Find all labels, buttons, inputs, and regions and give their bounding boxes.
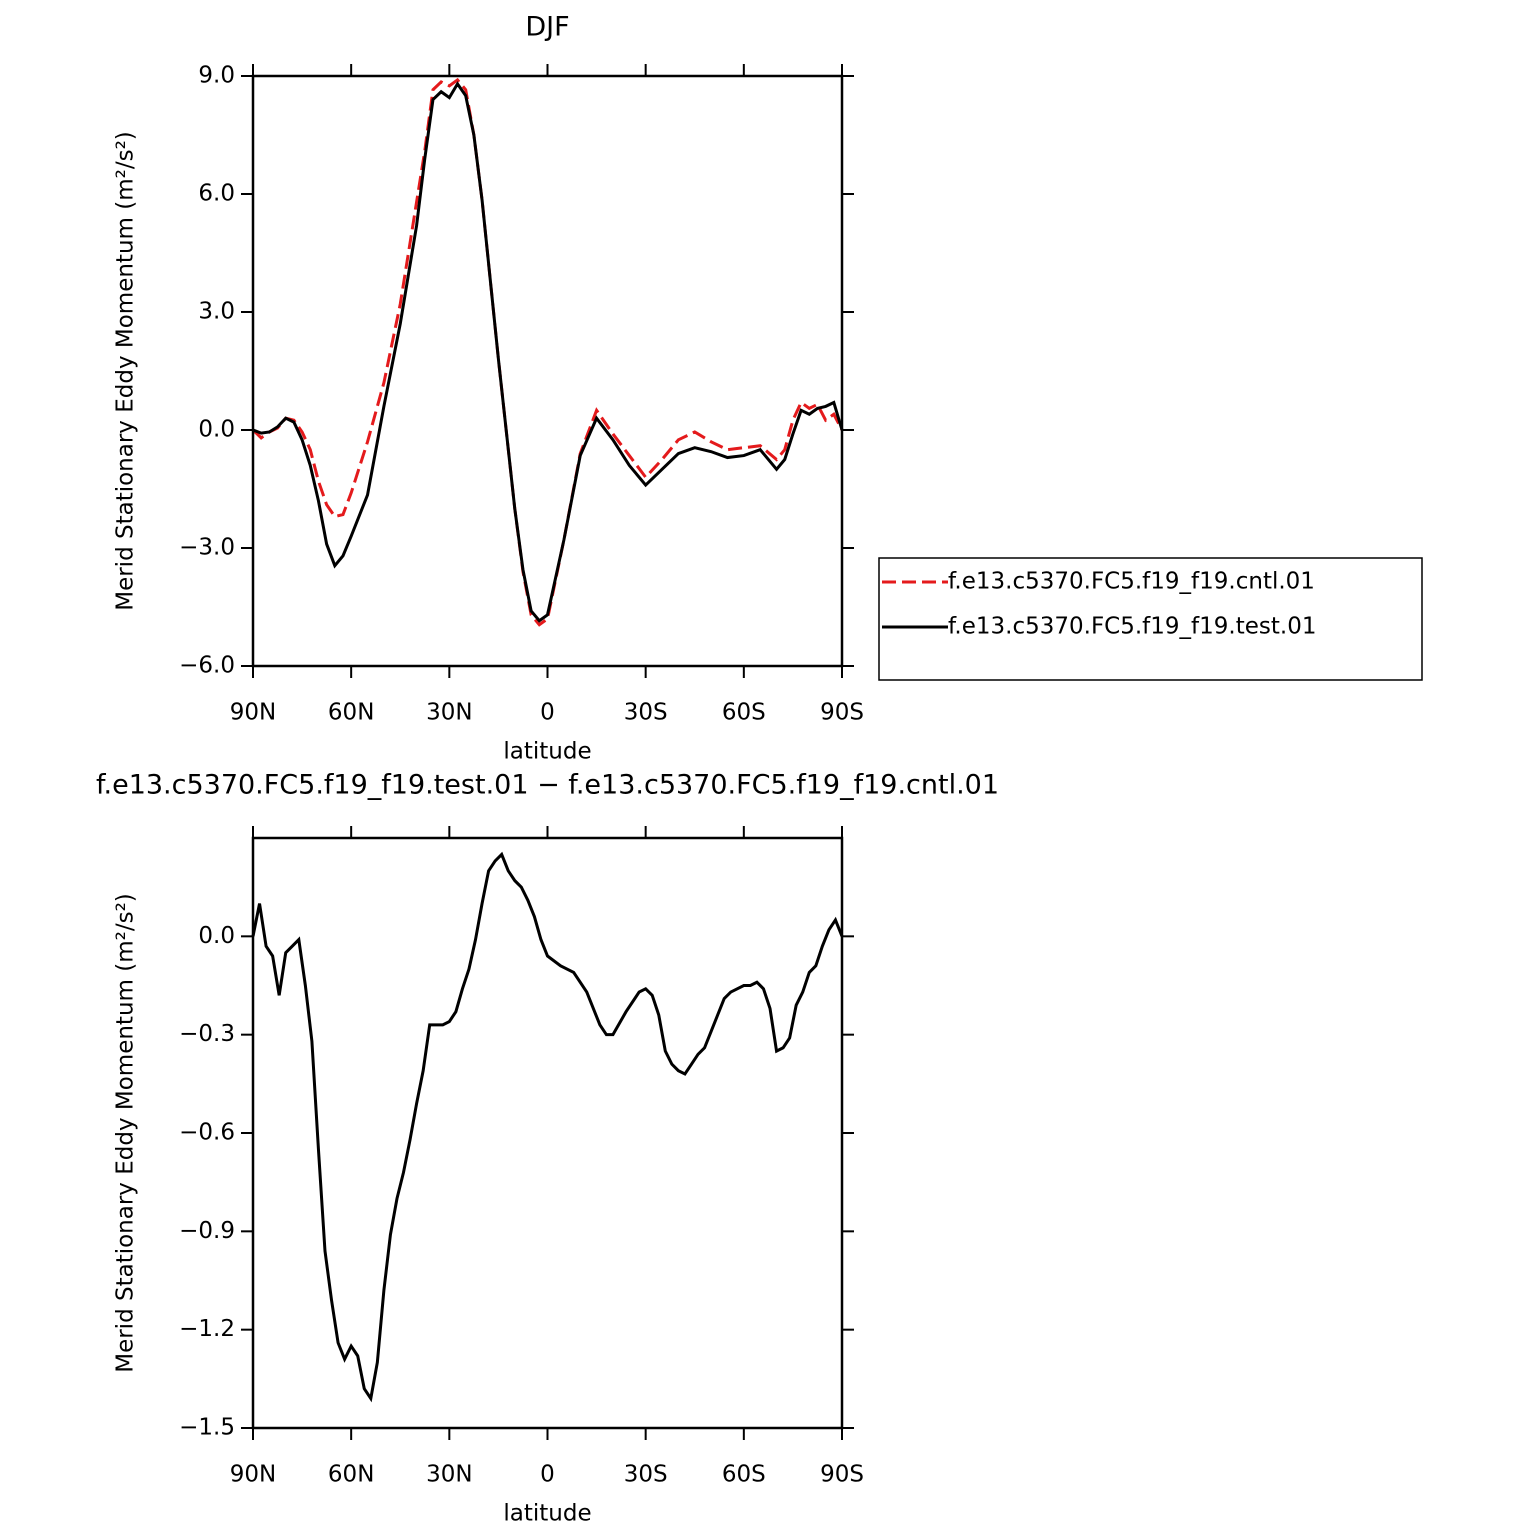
y-axis-label: Merid Stationary Eddy Momentum (m²/s²) xyxy=(113,893,139,1373)
y-tick-label: 9.0 xyxy=(198,63,235,89)
x-tick-label: 60S xyxy=(722,700,766,726)
y-tick-label: −0.3 xyxy=(179,1021,235,1047)
legend-label: f.e13.c5370.FC5.f19_f19.cntl.01 xyxy=(948,569,1315,595)
plot-frame xyxy=(251,74,844,668)
x-tick-label: 90S xyxy=(820,700,864,726)
x-tick-label: 30S xyxy=(624,1462,668,1488)
x-tick-label: 60N xyxy=(328,1462,374,1488)
x-tick-label: 90N xyxy=(230,700,276,726)
legend-label: f.e13.c5370.FC5.f19_f19.test.01 xyxy=(948,614,1316,640)
x-tick-label: 60S xyxy=(722,1462,766,1488)
y-tick-label: 6.0 xyxy=(198,181,235,207)
data-line xyxy=(252,81,844,623)
x-tick-label: 0 xyxy=(540,1462,555,1488)
y-tick-label: −1.5 xyxy=(179,1415,235,1441)
y-tick-label: −0.9 xyxy=(179,1218,235,1244)
y-tick-label: −0.6 xyxy=(179,1120,235,1146)
x-axis-label: latitude xyxy=(503,1501,591,1527)
x-tick-label: 30S xyxy=(624,700,668,726)
y-axis-label: Merid Stationary Eddy Momentum (m²/s²) xyxy=(113,131,139,611)
y-tick-label: −6.0 xyxy=(179,653,235,679)
y-tick-label: 3.0 xyxy=(198,299,235,325)
data-line xyxy=(251,851,844,1403)
plot-frame xyxy=(251,836,844,1430)
y-tick-label: −1.2 xyxy=(179,1316,235,1342)
y-tick-label: 0.0 xyxy=(198,923,235,949)
x-tick-label: 0 xyxy=(540,700,555,726)
y-tick-label: 0.0 xyxy=(198,417,235,443)
chart-title: f.e13.c5370.FC5.f19_f19.test.01 − f.e13.… xyxy=(96,770,999,801)
x-tick-label: 60N xyxy=(328,700,374,726)
x-tick-label: 90N xyxy=(230,1462,276,1488)
x-axis-label: latitude xyxy=(503,739,591,765)
x-tick-label: 30N xyxy=(426,1462,472,1488)
x-tick-label: 90S xyxy=(820,1462,864,1488)
x-tick-label: 30N xyxy=(426,700,472,726)
legend-box xyxy=(878,557,1423,681)
chart-title: DJF xyxy=(525,12,569,43)
y-tick-label: −3.0 xyxy=(179,535,235,561)
data-line xyxy=(251,77,844,627)
